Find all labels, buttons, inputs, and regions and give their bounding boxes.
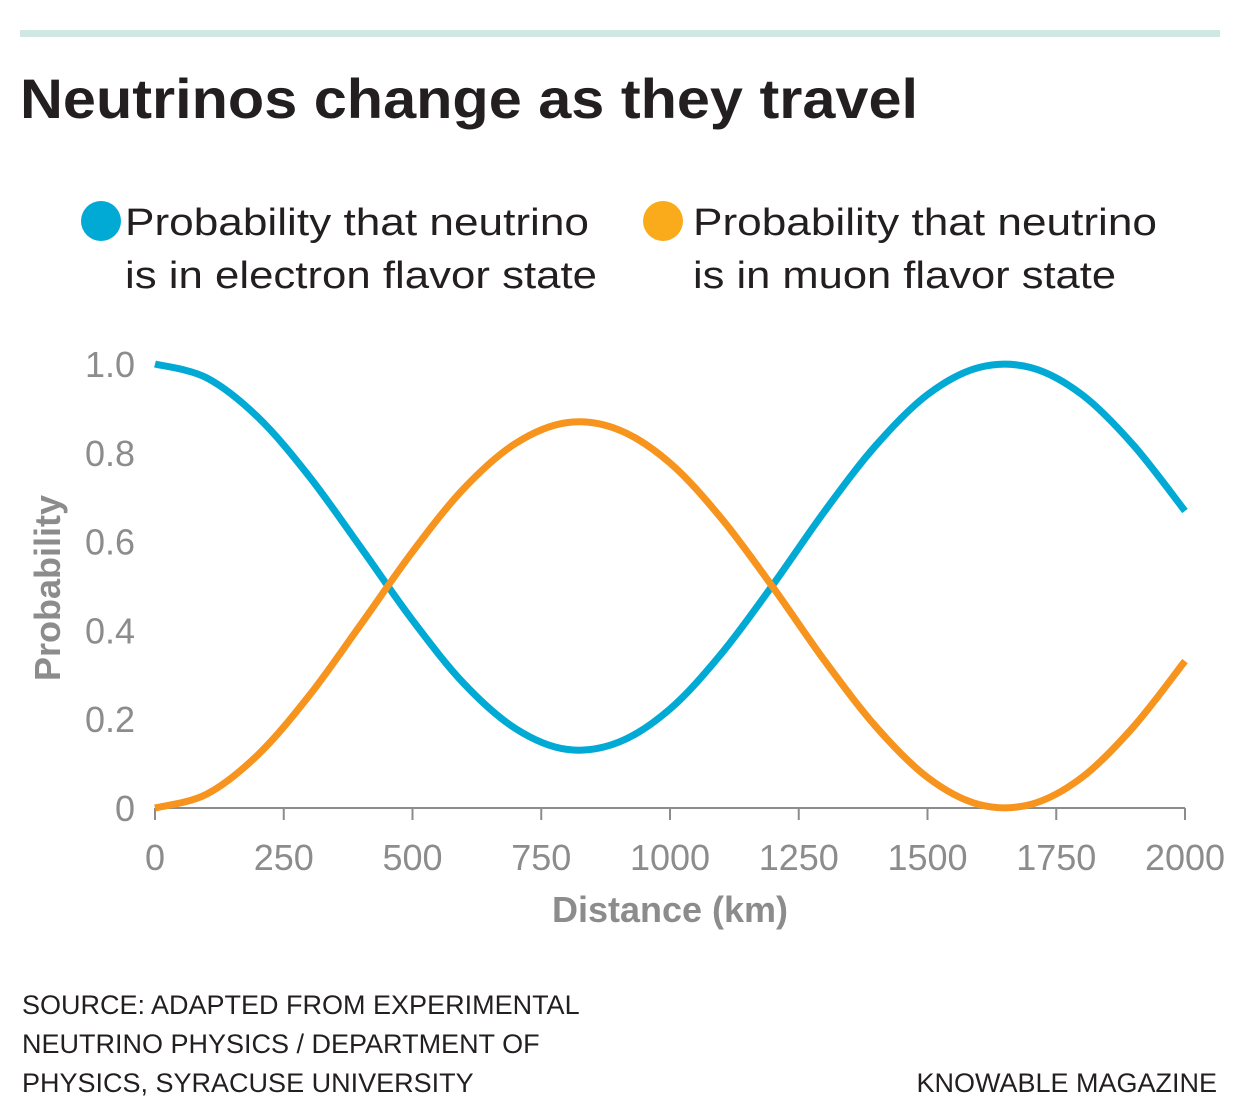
x-tick-label: 250	[254, 837, 314, 878]
x-tick-label: 1000	[630, 837, 710, 878]
legend-marker-muon	[643, 201, 683, 241]
y-tick-label: 0.4	[85, 610, 135, 651]
y-tick-label: 1.0	[85, 344, 135, 385]
legend-label-muon-line1: Probability that neutrino	[693, 202, 1157, 244]
source-line-1: SOURCE: ADAPTED FROM EXPERIMENTAL	[22, 990, 580, 1020]
x-axis-label: Distance (km)	[552, 889, 788, 930]
x-tick-label: 1500	[887, 837, 967, 878]
source-line-3: PHYSICS, SYRACUSE UNIVERSITY	[22, 1068, 474, 1098]
x-tick-label: 1250	[759, 837, 839, 878]
x-tick-label: 750	[511, 837, 571, 878]
electron-probability-line	[154, 360, 1188, 754]
legend-label-muon-line2: is in muon flavor state	[693, 255, 1116, 297]
top-rule	[20, 30, 1220, 37]
x-tick-label: 0	[145, 837, 165, 878]
x-tick-label: 500	[382, 837, 442, 878]
legend-label-electron-line1: Probability that neutrino	[125, 202, 589, 244]
y-tick-label: 0	[115, 788, 135, 829]
legend: Probability that neutrino is in electron…	[81, 201, 1157, 297]
footer: SOURCE: ADAPTED FROM EXPERIMENTAL NEUTRI…	[22, 990, 1217, 1098]
x-tick-label: 1750	[1016, 837, 1096, 878]
series	[154, 360, 1188, 812]
axes: 0 250 500 750 1000 1250 1500 1750 2000 0 0.2 0.4 0.6…	[85, 344, 1225, 878]
y-tick-label: 0.6	[85, 522, 135, 563]
y-tick-label: 0.2	[85, 699, 135, 740]
credit: KNOWABLE MAGAZINE	[916, 1068, 1217, 1098]
muon-probability-line	[154, 418, 1188, 812]
y-axis-label: Probability	[27, 495, 68, 681]
source-line-2: NEUTRINO PHYSICS / DEPARTMENT OF	[22, 1029, 540, 1059]
y-tick-label: 0.8	[85, 433, 135, 474]
chart-title: Neutrinos change as they travel	[20, 67, 918, 130]
legend-marker-electron	[81, 201, 121, 241]
legend-label-electron-line2: is in electron flavor state	[125, 255, 597, 297]
x-tick-label: 2000	[1145, 837, 1225, 878]
